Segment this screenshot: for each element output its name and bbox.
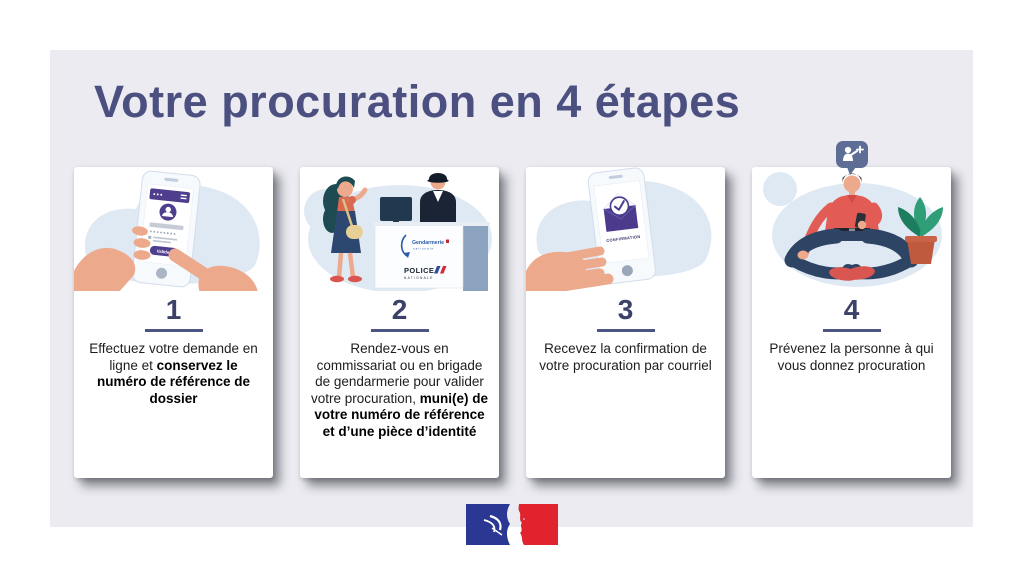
notify-person-plus-icon: [836, 141, 868, 175]
gendarmerie-logo-subtext: nationale: [413, 247, 434, 251]
step-text: Effectuez votre demande en ligne et: [89, 341, 258, 373]
step-description: Rendez-vous en commissariat ou en brigad…: [310, 341, 490, 440]
step-divider: [370, 329, 429, 332]
step-number: 2: [391, 294, 408, 325]
step4-illustration: [752, 167, 951, 291]
step-text: Rendez-vous en commissariat ou en brigad…: [310, 341, 484, 406]
step3-illustration: CONFIRMATION: [526, 167, 725, 291]
step-description: Prévenez la personne à qui vous donnez p…: [762, 341, 942, 374]
step1-illustration: Valider: [74, 167, 273, 291]
french-republic-flag-icon: [466, 504, 558, 545]
speech-bubble: [835, 140, 869, 176]
step-text: Prévenez la personne à qui vous donnez p…: [769, 341, 934, 373]
confirmation-label: CONFIRMATION: [606, 234, 641, 243]
step-card-1: Valider 1 Effectuez votre demande en lig…: [74, 167, 273, 478]
police-desk-illustration: Gendarmerie nationale POLICE NATIONALE: [304, 173, 492, 291]
step-card-4: 4 Prévenez la personne à qui vous donnez…: [752, 141, 951, 478]
step-number: 4: [843, 294, 860, 325]
police-logo-text: POLICE: [404, 266, 434, 275]
step2-illustration: Gendarmerie nationale POLICE NATIONALE: [300, 167, 499, 291]
police-logo-subtext: NATIONALE: [404, 276, 434, 280]
page-title: Votre procuration en 4 étapes: [94, 76, 741, 127]
phone-confirmation-illustration: CONFIRMATION: [526, 167, 712, 291]
step-card-3: CONFIRMATION 3 Recevez la confirmation d…: [526, 167, 725, 478]
step-number: 3: [617, 294, 634, 325]
step-description: Recevez la confirmation de votre procura…: [536, 341, 716, 374]
step-text-bold: muni(e) de votre numéro de référence et …: [314, 390, 489, 439]
step-divider: [822, 329, 881, 332]
man-notifying-illustration: [763, 172, 943, 287]
steps-row: Valider 1 Effectuez votre demande en lig…: [74, 141, 951, 478]
marianne-logo: [464, 503, 560, 546]
step-text-bold: conservez le numéro de référence de doss…: [96, 357, 251, 406]
gendarmerie-logo-text: Gendarmerie: [412, 240, 444, 246]
step-divider: [144, 329, 203, 332]
step-divider: [596, 329, 655, 332]
step-number: 1: [165, 294, 182, 325]
phone-validate-button-label: Valider: [156, 249, 171, 256]
step-card-2: Gendarmerie nationale POLICE NATIONALE 2…: [300, 167, 499, 478]
hands-phone-form-illustration: Valider: [74, 170, 260, 291]
step-text: Recevez la confirmation de votre procura…: [539, 341, 712, 373]
step-description: Effectuez votre demande en ligne et cons…: [84, 341, 264, 407]
